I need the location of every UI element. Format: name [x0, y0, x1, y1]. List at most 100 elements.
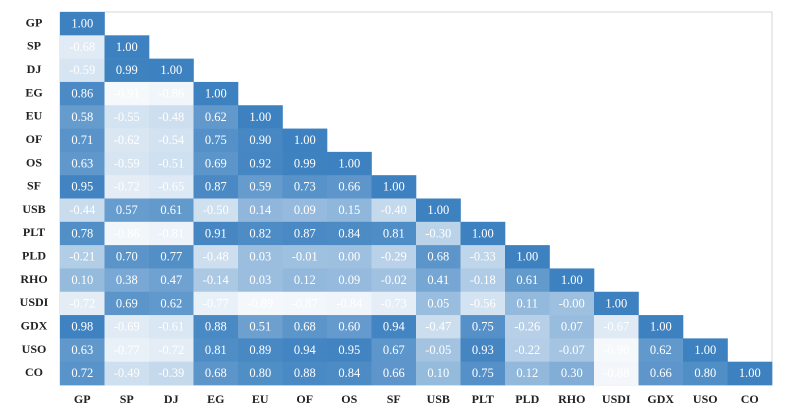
cell-label: 1.00 [249, 110, 271, 124]
cell-label: -0.86 [158, 86, 184, 100]
heatmap-cell [460, 291, 506, 316]
heatmap-cell [460, 245, 506, 269]
x-tick-label: EG [207, 392, 224, 406]
heatmap-cell [104, 221, 150, 246]
heatmap-cell [193, 361, 239, 386]
cell-label: -0.54 [158, 133, 185, 147]
heatmap-cell [193, 151, 239, 176]
heatmap-cell [549, 291, 595, 316]
heatmap-cell [727, 361, 773, 386]
cell-label: -0.51 [158, 156, 184, 170]
heatmap-cell [60, 291, 105, 316]
cell-label: 0.66 [383, 366, 405, 380]
heatmap-cell [460, 315, 506, 339]
x-tick-label: SP [120, 392, 134, 406]
heatmap-cell [371, 315, 417, 339]
cell-label: -0.44 [69, 203, 96, 217]
heatmap-cell [683, 361, 728, 386]
heatmap-cell [193, 268, 239, 293]
cell-label: 1.00 [294, 133, 316, 147]
y-tick-label: OS [26, 155, 42, 169]
heatmap-cell [60, 175, 105, 199]
cell-label: -0.40 [381, 203, 407, 217]
heatmap-cell [416, 198, 461, 223]
cell-label: -0.50 [203, 203, 229, 217]
heatmap-cell [683, 338, 728, 362]
cell-label: 0.84 [338, 366, 361, 380]
x-tick-label: OS [341, 392, 357, 406]
cell-label: -0.39 [158, 366, 184, 380]
y-tick-label: USO [22, 342, 47, 356]
cell-label: 0.72 [71, 366, 93, 380]
cell-label: 1.00 [694, 343, 716, 357]
cell-label: -0.29 [381, 250, 407, 264]
heatmap-cell [104, 245, 150, 269]
heatmap-cell [371, 198, 417, 223]
x-tick-label: USO [693, 392, 718, 406]
cell-label: -0.62 [114, 133, 140, 147]
cell-label: -0.81 [158, 226, 184, 240]
cell-label: -0.02 [381, 273, 407, 287]
cell-label: 0.90 [249, 133, 271, 147]
heatmap-cell [282, 175, 328, 199]
x-tick-label: GDX [647, 392, 674, 406]
heatmap-cell [60, 245, 105, 269]
heatmap-cell [594, 315, 639, 339]
cell-label: -0.01 [292, 250, 318, 264]
heatmap-cell [282, 315, 328, 339]
y-tick-label: EG [25, 85, 42, 99]
heatmap-cell [193, 198, 239, 223]
heatmap-cell [60, 221, 105, 246]
heatmap-cell [60, 12, 105, 36]
heatmap-cell [149, 175, 194, 199]
cell-label: 0.80 [249, 366, 271, 380]
y-tick-label: USDI [20, 295, 49, 309]
cell-label: 1.00 [561, 273, 583, 287]
cell-label: 0.75 [205, 133, 227, 147]
heatmap-cell [149, 128, 194, 153]
heatmap-cell [282, 198, 328, 223]
heatmap-cell [60, 81, 105, 106]
cell-label: -0.59 [69, 63, 95, 77]
cell-label: 0.70 [116, 250, 138, 264]
cell-label: 0.75 [472, 366, 494, 380]
heatmap-cell [549, 338, 595, 362]
cell-label: -0.73 [381, 296, 407, 310]
heatmap-cell [505, 291, 550, 316]
cell-label: -0.86 [114, 226, 140, 240]
heatmap-cell [149, 291, 194, 316]
heatmap-cell [505, 361, 550, 386]
heatmap-cell [505, 315, 550, 339]
cell-label: 0.63 [71, 343, 93, 357]
heatmap-cell [238, 315, 283, 339]
cell-label: -0.56 [470, 296, 496, 310]
heatmap-cell [104, 105, 150, 129]
cell-label: -0.65 [158, 180, 184, 194]
cell-label: 0.60 [338, 320, 360, 334]
cell-label: 0.61 [516, 273, 538, 287]
cell-label: 0.15 [338, 203, 360, 217]
heatmap-cell [104, 81, 150, 106]
heatmap-cell [282, 338, 328, 362]
cell-label: -0.48 [203, 250, 229, 264]
heatmap-cell [460, 268, 506, 293]
cell-label: 0.67 [383, 343, 405, 357]
y-tick-label: SP [27, 39, 41, 53]
heatmap-cell [193, 81, 239, 106]
cell-label: 0.63 [71, 156, 93, 170]
heatmap-cell [416, 268, 461, 293]
heatmap-cell [416, 221, 461, 246]
heatmap-cell [460, 361, 506, 386]
y-tick-label: PLD [22, 249, 46, 263]
y-tick-label: CO [25, 365, 43, 379]
cell-label: 1.00 [605, 296, 627, 310]
cell-label: 0.99 [116, 63, 138, 77]
cell-label: -0.72 [69, 296, 95, 310]
heatmap-cell [104, 128, 150, 153]
cell-label: -0.87 [292, 296, 318, 310]
cell-label: 0.66 [650, 366, 672, 380]
cell-label: 0.09 [338, 273, 360, 287]
cell-label: 1.00 [383, 180, 405, 194]
heatmap-cell [104, 35, 150, 59]
heatmap-cell [238, 151, 283, 176]
